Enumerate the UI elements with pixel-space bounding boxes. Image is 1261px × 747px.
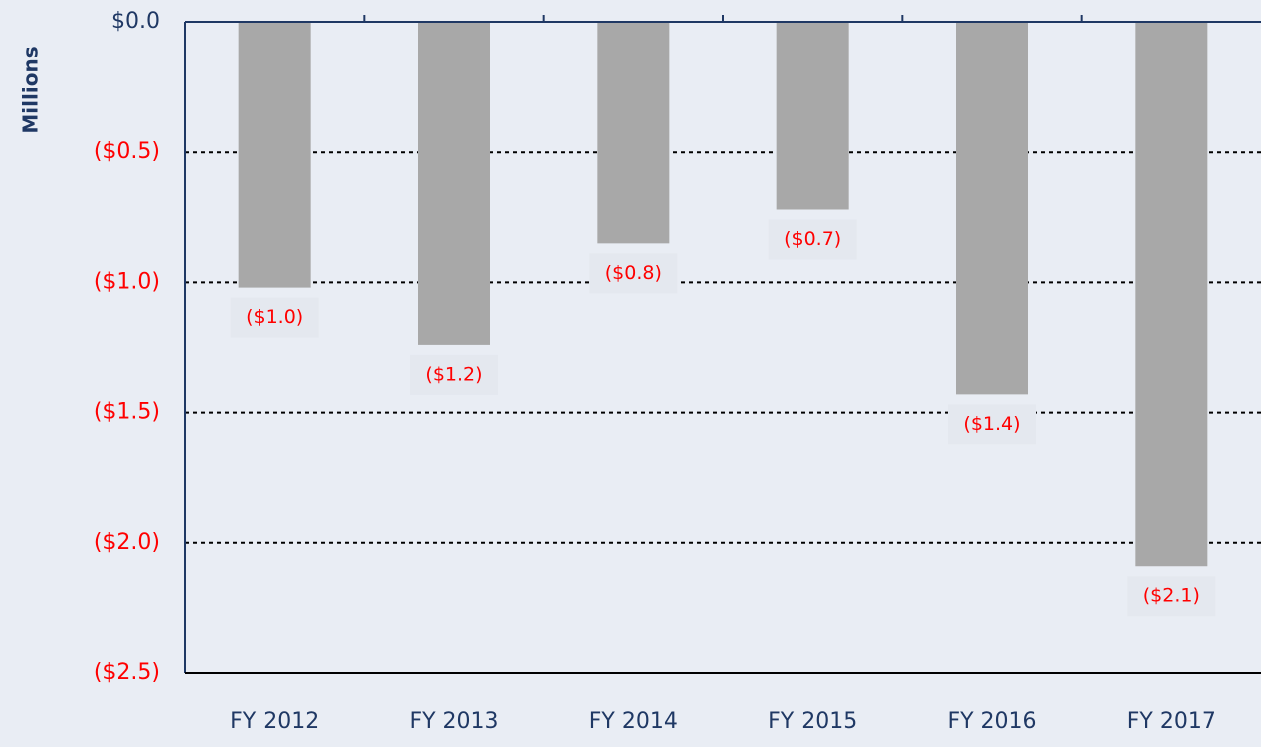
y-tick-label: $0.0 [111,9,160,34]
data-label-bg [948,404,1036,445]
y-tick-label: ($2.0) [94,530,160,555]
bar [776,22,849,210]
bar [418,22,490,345]
y-axis-title: Millions [19,46,43,133]
x-tick-label: FY 2015 [768,709,857,734]
data-label: ($1.0) [246,306,303,328]
bar [597,22,670,244]
bar [1135,22,1208,567]
data-label: ($1.2) [425,363,482,385]
y-tick-label: ($2.5) [94,660,160,685]
x-tick-label: FY 2012 [230,709,319,734]
y-tick-label: ($0.5) [94,139,160,164]
bar [238,22,311,288]
data-label-bg [230,297,319,338]
x-tick-label: FY 2017 [1127,709,1216,734]
data-label: ($0.7) [784,228,841,250]
x-tick-label: FY 2014 [589,709,678,734]
data-label-bg [768,219,857,260]
x-tick-label: FY 2016 [947,709,1036,734]
data-label: ($1.4) [963,413,1020,435]
x-tick-label: FY 2013 [409,709,498,734]
y-tick-label: ($1.0) [94,269,160,294]
data-label-bg [1127,576,1216,617]
y-tick-label: ($1.5) [94,400,160,425]
data-label-bg [410,354,498,395]
bar [956,22,1028,395]
data-label-bg [589,253,678,294]
data-label: ($0.8) [605,262,662,284]
data-label: ($2.1) [1143,585,1200,607]
